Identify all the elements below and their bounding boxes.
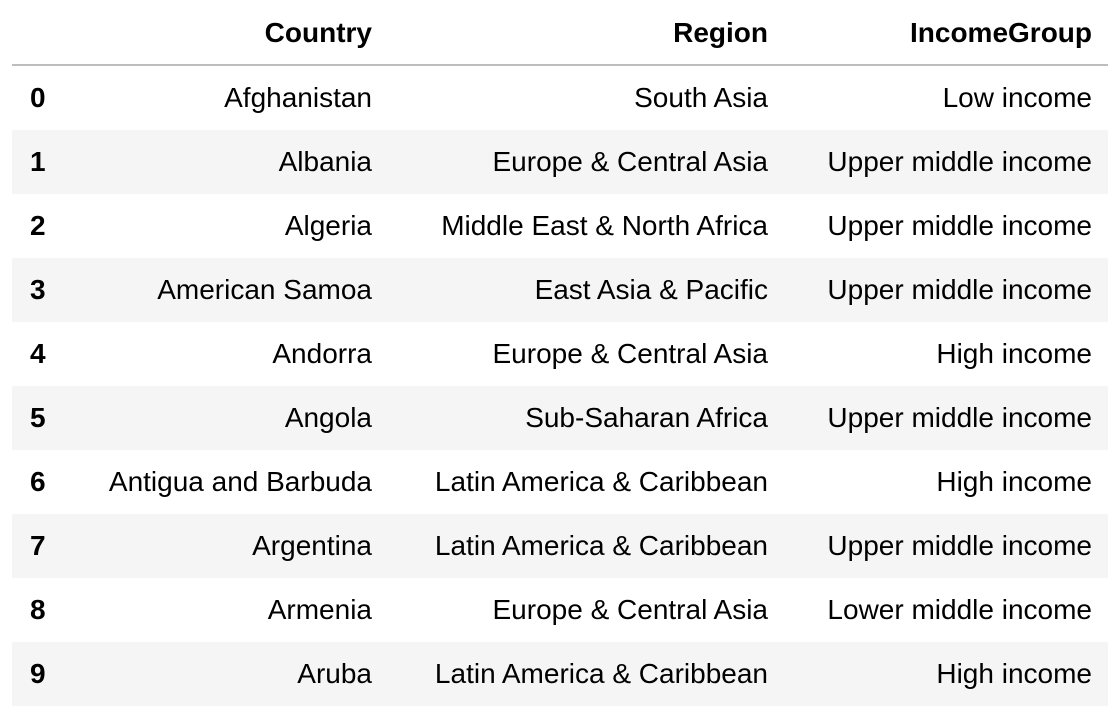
cell-region: Sub-Saharan Africa [525, 402, 768, 433]
row-index: 4 [30, 338, 46, 369]
header-row: Country Region IncomeGroup [12, 2, 1108, 66]
table-row: 7 Argentina Latin America & Caribbean Upper… [12, 514, 1108, 578]
table-row: 0 Afghanistan South Asia Low income [12, 65, 1108, 130]
table-row: 8 Armenia Europe & Central Asia Lower middl… [12, 578, 1108, 642]
row-index: 6 [30, 466, 46, 497]
table-row: 5 Angola Sub-Saharan Africa Upper middle in… [12, 386, 1108, 450]
cell-incomegroup: High income [936, 466, 1092, 497]
table-body: 0 Afghanistan South Asia Low income 1 Albania… [12, 65, 1108, 706]
cell-region: Latin America & Caribbean [434, 658, 768, 689]
cell-country: Albania [278, 146, 372, 177]
cell-country: Afghanistan [224, 82, 372, 113]
row-index: 3 [30, 274, 46, 305]
cell-country: Antigua and Barbuda [108, 466, 372, 497]
cell-region: Europe & Central Asia [492, 146, 769, 177]
cell-incomegroup: Upper middle income [827, 402, 1092, 433]
row-index: 8 [30, 594, 46, 625]
cell-incomegroup: Upper middle income [827, 210, 1092, 241]
table-row: 1 Albania Europe & Central Asia Upper middl… [12, 130, 1108, 194]
cell-country: Armenia [267, 594, 372, 625]
cell-incomegroup: Upper middle income [827, 146, 1092, 177]
table-row: 2 Algeria Middle East & North Africa Upper … [12, 194, 1108, 258]
cell-country: Algeria [284, 210, 372, 241]
table-row: 4 Andorra Europe & Central Asia High income [12, 322, 1108, 386]
dataframe-table: Country Region IncomeGroup 0 Afghanistan S… [12, 2, 1108, 706]
row-index: 7 [30, 530, 46, 561]
cell-region: South Asia [634, 82, 768, 113]
cell-country: Andorra [272, 338, 372, 369]
cell-incomegroup: High income [936, 658, 1092, 689]
row-index: 2 [30, 210, 46, 241]
row-index: 1 [30, 146, 46, 177]
table-row: 6 Antigua and Barbuda Latin America & Cari… [12, 450, 1108, 514]
cell-region: East Asia & Pacific [534, 274, 768, 305]
cell-region: Europe & Central Asia [492, 338, 769, 369]
cell-region: Europe & Central Asia [492, 594, 769, 625]
cell-country: Angola [284, 402, 372, 433]
cell-incomegroup: Lower middle income [827, 594, 1092, 625]
cell-incomegroup: Upper middle income [827, 530, 1092, 561]
cell-region: Latin America & Caribbean [434, 530, 768, 561]
table-header: Country Region IncomeGroup [12, 2, 1108, 66]
table-row: 3 American Samoa East Asia & Pacific Upper … [12, 258, 1108, 322]
cell-incomegroup: Low income [942, 82, 1092, 113]
row-index: 9 [30, 658, 46, 689]
cell-country: American Samoa [157, 274, 372, 305]
column-header-incomegroup: IncomeGroup [784, 2, 1108, 66]
cell-country: Aruba [297, 658, 372, 689]
cell-country: Argentina [252, 530, 372, 561]
cell-incomegroup: Upper middle income [827, 274, 1092, 305]
row-index: 0 [30, 82, 46, 113]
cell-region: Latin America & Caribbean [434, 466, 768, 497]
cell-incomegroup: High income [936, 338, 1092, 369]
column-header-country: Country [68, 2, 388, 66]
row-index: 5 [30, 402, 46, 433]
index-header [12, 2, 68, 66]
column-header-region: Region [388, 2, 784, 66]
cell-region: Middle East & North Africa [441, 210, 768, 241]
table-row: 9 Aruba Latin America & Caribbean High inco… [12, 642, 1108, 706]
